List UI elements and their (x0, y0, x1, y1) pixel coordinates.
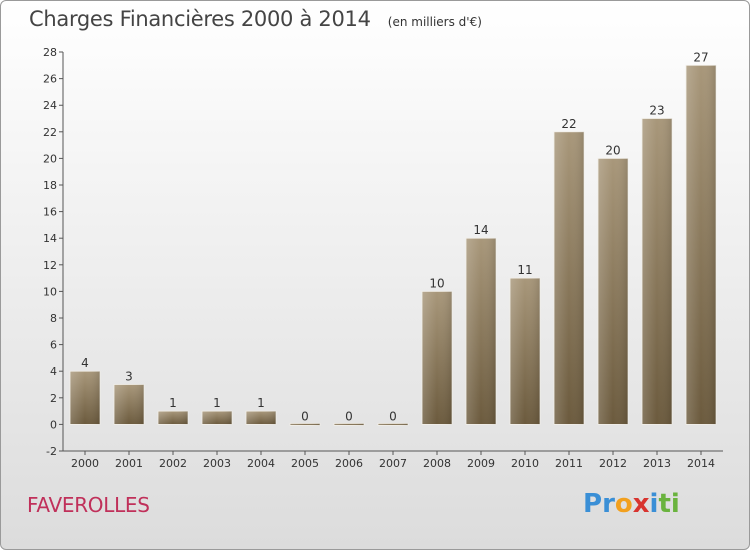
logo-letter: i (670, 489, 680, 519)
x-tick-label: 2000 (71, 457, 99, 470)
bar-shine (70, 371, 100, 425)
x-tick-label: 2001 (115, 457, 143, 470)
y-tick-label: 10 (43, 285, 57, 298)
x-tick-label: 2004 (247, 457, 275, 470)
y-tick-label: 16 (43, 206, 57, 219)
data-label: 1 (213, 396, 221, 410)
data-label: 4 (81, 356, 89, 370)
data-label: 3 (125, 370, 133, 384)
brand-logo: Proxiti (583, 489, 680, 519)
bars (69, 64, 717, 426)
bar-shine (466, 238, 496, 425)
logo-letter: t (658, 489, 671, 519)
bar-shine (202, 411, 232, 425)
x-axis: 2000 2001 2002 2003 2004 2005 2006 2007 2008 2009… (63, 450, 723, 470)
x-tick-label: 2006 (335, 457, 363, 470)
data-label: 0 (301, 409, 309, 423)
logo-letter: i (649, 489, 659, 519)
y-tick-label: -2 (46, 445, 57, 458)
y-tick-label: 4 (50, 365, 57, 378)
x-tick-label: 2002 (159, 457, 187, 470)
data-label: 10 (429, 276, 444, 290)
bar-shine (114, 384, 144, 425)
logo-letter: o (614, 489, 633, 519)
x-tick-label: 2013 (643, 457, 671, 470)
y-tick-label: 28 (43, 46, 57, 59)
bar-shine (642, 118, 672, 425)
bar-shine (334, 423, 364, 426)
bar-shine (246, 411, 276, 425)
data-label: 20 (605, 143, 620, 157)
data-label: 0 (389, 409, 397, 423)
title-row: Charges Financières 2000 à 2014 (en mill… (29, 7, 482, 31)
data-label: 1 (257, 396, 265, 410)
bar-shine (554, 131, 584, 425)
data-label: 0 (345, 409, 353, 423)
bar-shine (378, 423, 408, 426)
x-tick-label: 2014 (687, 457, 715, 470)
commune-name: FAVEROLLES (27, 493, 150, 517)
x-tick-label: 2011 (555, 457, 583, 470)
y-tick-label: 24 (43, 99, 57, 112)
chart-unit-note: (en milliers d'€) (387, 15, 482, 29)
bar-shine (686, 65, 716, 425)
y-tick-label: 26 (43, 73, 57, 86)
data-label: 11 (517, 263, 532, 277)
data-label: 23 (649, 104, 664, 118)
logo-letter: P (583, 489, 603, 519)
x-tick-label: 2012 (599, 457, 627, 470)
x-tick-label: 2009 (467, 457, 495, 470)
y-tick-label: 14 (43, 232, 57, 245)
logo-letter: x (632, 489, 650, 519)
x-tick-label: 2005 (291, 457, 319, 470)
y-tick-label: 8 (50, 312, 57, 325)
x-tick-label: 2010 (511, 457, 539, 470)
bar-shine (598, 158, 628, 425)
y-tick-label: 6 (50, 339, 57, 352)
x-tick-label: 2007 (379, 457, 407, 470)
y-tick-label: 22 (43, 126, 57, 139)
data-label: 22 (561, 117, 576, 131)
data-label: 1 (169, 396, 177, 410)
y-tick-label: 12 (43, 259, 57, 272)
y-tick-label: 20 (43, 152, 57, 165)
bar-shine (290, 423, 320, 426)
x-tick-label: 2008 (423, 457, 451, 470)
logo-letter: r (602, 489, 615, 519)
chart-title: Charges Financières 2000 à 2014 (29, 7, 371, 31)
bar-shine (158, 411, 188, 425)
y-tick-label: 18 (43, 179, 57, 192)
x-tick-label: 2003 (203, 457, 231, 470)
data-label: 14 (473, 223, 488, 237)
y-tick-label: 2 (50, 392, 57, 405)
bar-shine (510, 278, 540, 425)
bar-shine (422, 291, 452, 425)
y-tick-label: 0 (50, 418, 57, 431)
data-label: 27 (693, 50, 708, 64)
